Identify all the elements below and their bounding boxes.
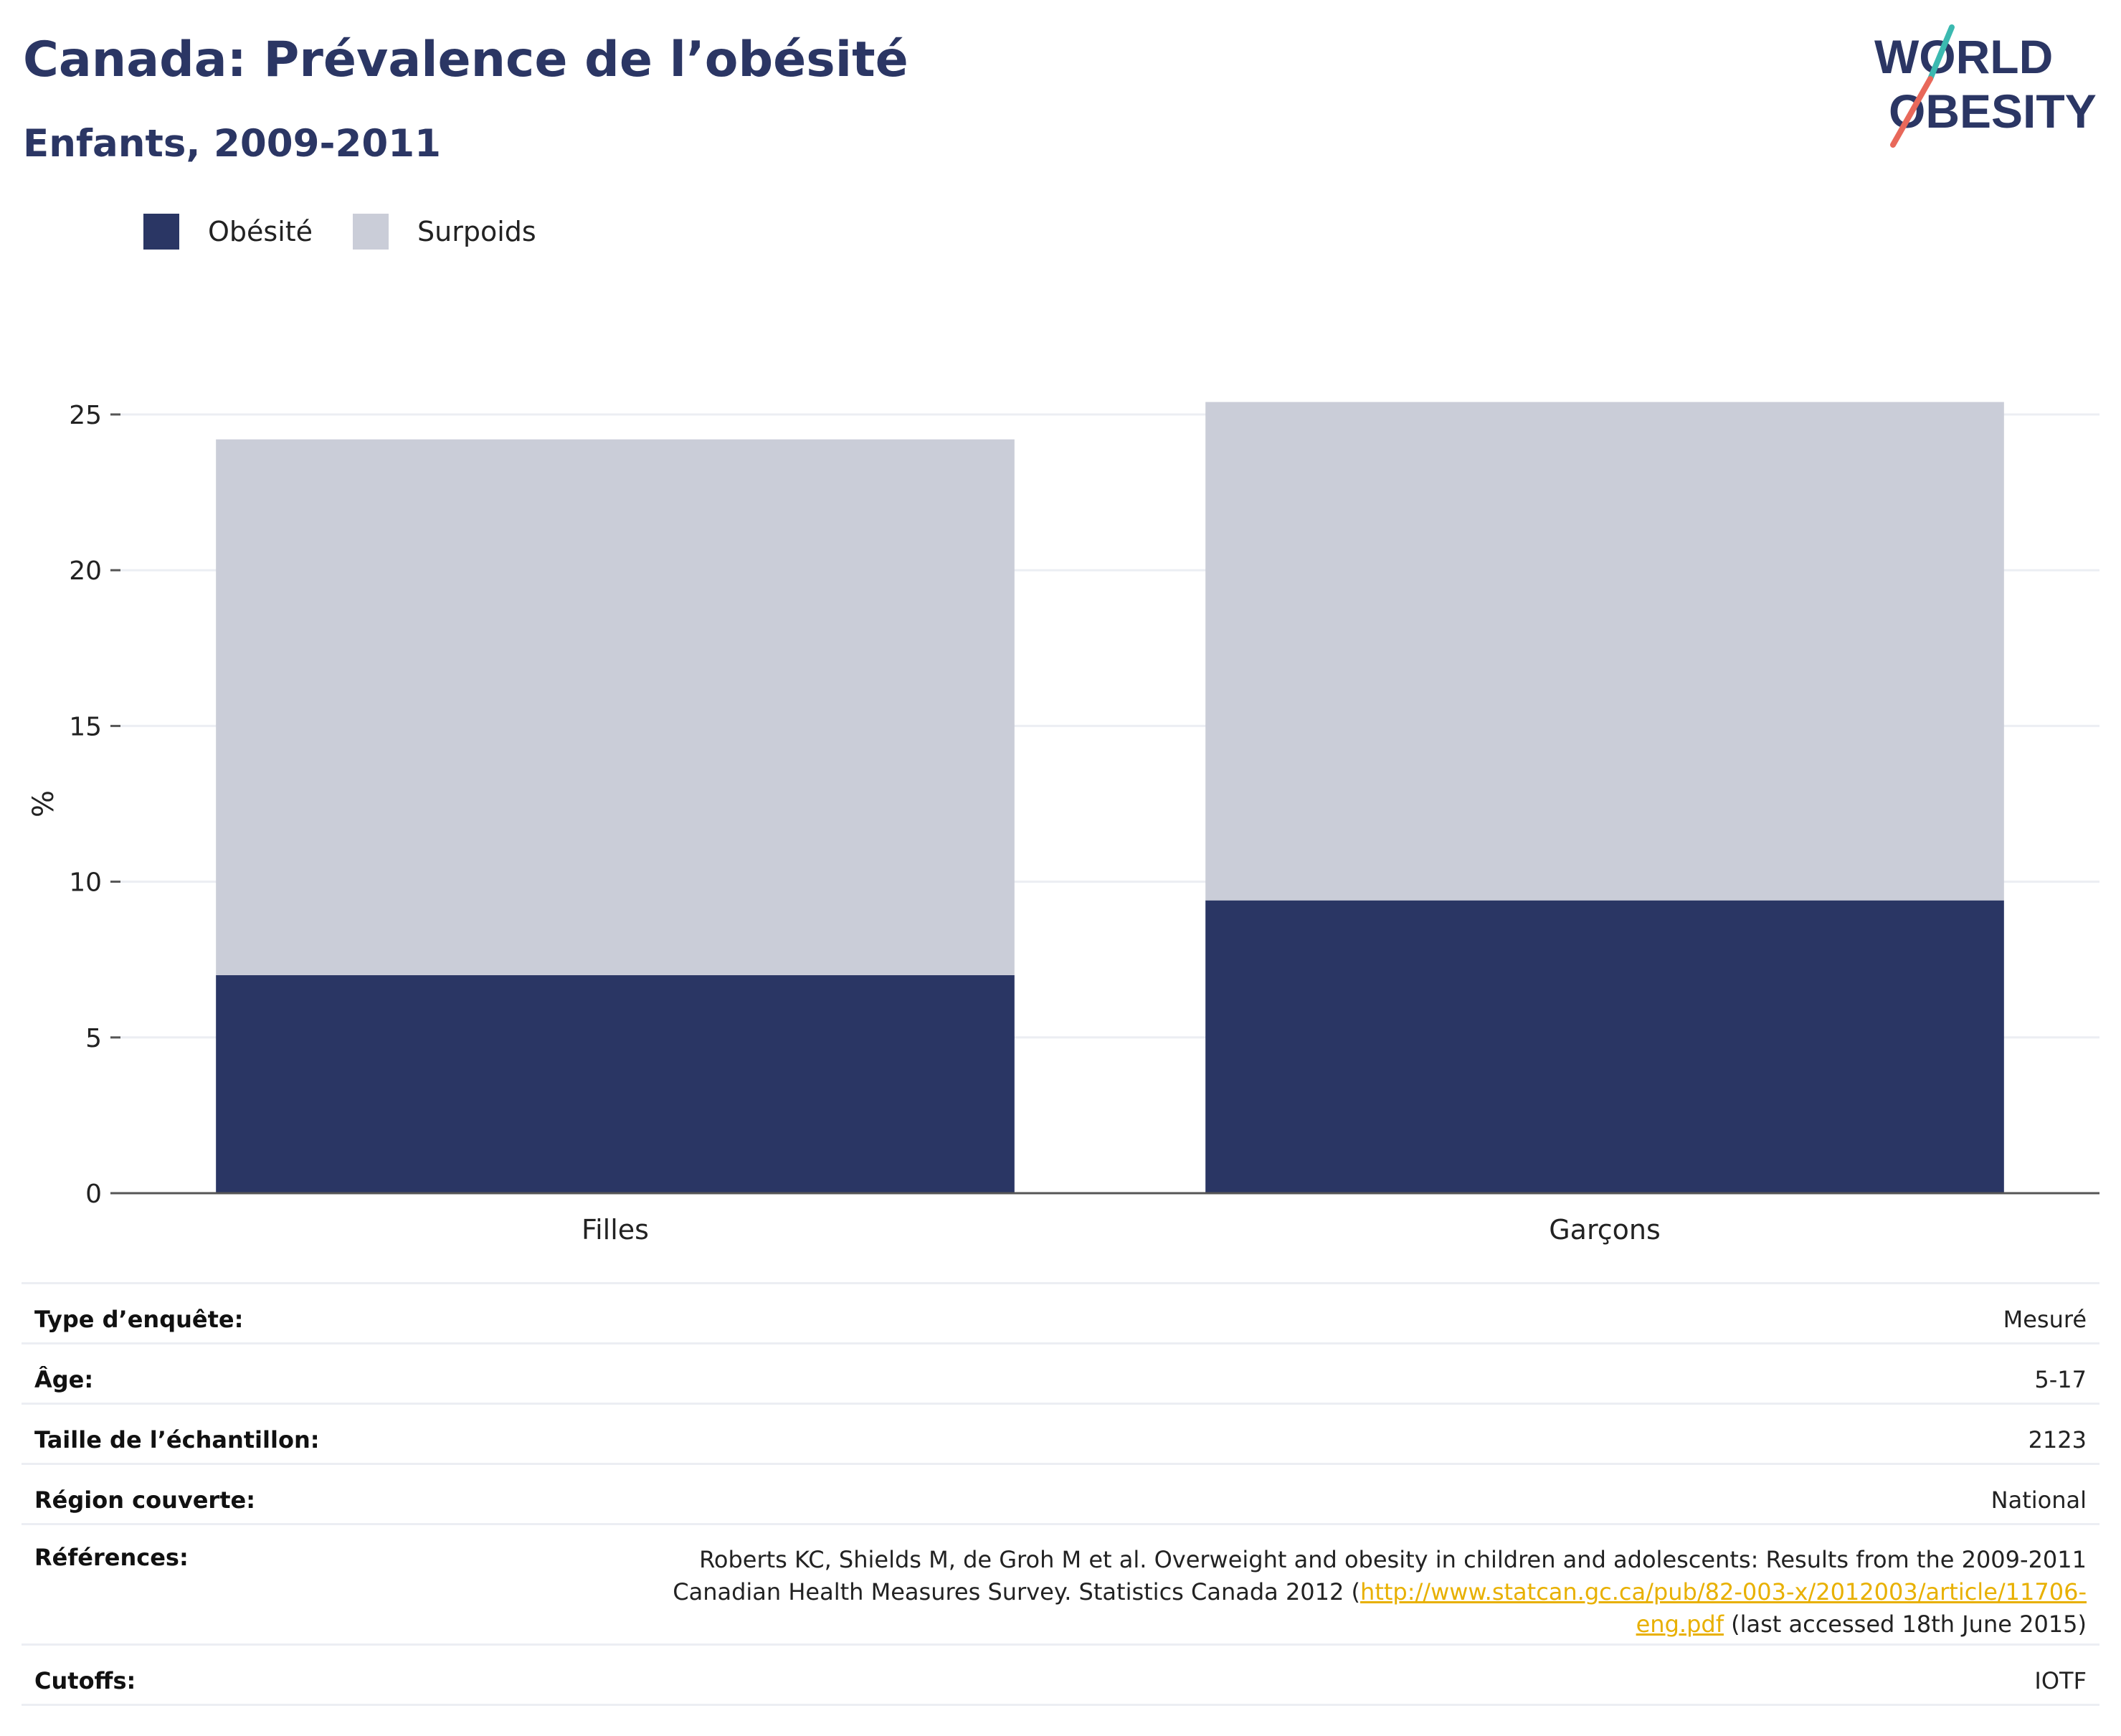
detail-row-cutoffs: Cutoffs: IOTF (22, 1646, 2099, 1706)
detail-row-references: Références: Roberts KC, Shields M, de Gr… (22, 1525, 2099, 1646)
y-axis-label: % (27, 790, 60, 817)
y-tick-label: 0 (85, 1180, 102, 1209)
stacked-bar-chart: 0 5 10 15 20 25% Filles Garçons (27, 401, 2099, 1246)
logo-slash-bottom (1890, 76, 1933, 148)
references-label: Références: (34, 1544, 189, 1571)
cutoffs-label: Cutoffs: (34, 1667, 136, 1694)
references-value: Roberts KC, Shields M, de Groh M et al. … (624, 1544, 2087, 1641)
x-tick-label: Garçons (1549, 1214, 1661, 1246)
references-text-after: (last accessed 18th June 2015) (1723, 1611, 2087, 1638)
legend-item-obesite[interactable]: Obésité (143, 214, 313, 250)
chart-legend: Obésité Surpoids (143, 214, 576, 250)
world-obesity-logo: WORLD OBESITY (1874, 24, 2097, 148)
y-tick-label: 10 (69, 868, 102, 898)
legend-label-obesite: Obésité (208, 216, 313, 247)
detail-value: Mesuré (2003, 1306, 2087, 1333)
detail-label: Âge: (34, 1366, 94, 1393)
detail-row-region: Région couverte: National (22, 1465, 2099, 1525)
bar-obesite-garcons (1205, 900, 2004, 1193)
legend-item-surpoids[interactable]: Surpoids (353, 214, 536, 250)
detail-label: Taille de l’échantillon: (34, 1426, 320, 1453)
logo-slash-top (1927, 24, 1955, 82)
references-link[interactable]: http://www.statcan.gc.ca/pub/82-003-x/20… (1360, 1578, 2087, 1638)
detail-label: Région couverte: (34, 1486, 255, 1514)
chart-title: Canada: Prévalence de l’obésité (23, 32, 908, 88)
bar-obesite-filles (216, 974, 1015, 1193)
y-tick-label: 5 (85, 1024, 102, 1053)
detail-value: 2123 (2028, 1426, 2087, 1453)
x-tick-label: Filles (582, 1214, 649, 1246)
legend-swatch-surpoids (353, 214, 389, 250)
detail-row-age: Âge: 5-17 (22, 1344, 2099, 1405)
survey-details-table: Type d’enquête: Mesuré Âge: 5-17 Taille … (22, 1282, 2099, 1706)
detail-value: National (1990, 1486, 2087, 1514)
legend-swatch-obesite (143, 214, 179, 250)
bar-surpoids-filles (216, 439, 1015, 975)
references-text: Roberts KC, Shields M, de Groh M et al. … (673, 1546, 2087, 1605)
y-tick-label: 15 (69, 712, 102, 741)
detail-label: Type d’enquête: (34, 1306, 244, 1333)
detail-value: 5-17 (2034, 1366, 2087, 1393)
y-tick-label: 20 (69, 556, 102, 586)
bar-surpoids-garcons (1205, 402, 2004, 901)
chart-subtitle: Enfants, 2009-2011 (23, 122, 441, 166)
y-tick-label: 25 (69, 401, 102, 430)
detail-row-survey-type: Type d’enquête: Mesuré (22, 1284, 2099, 1344)
detail-row-sample-size: Taille de l’échantillon: 2123 (22, 1405, 2099, 1465)
legend-label-surpoids: Surpoids (417, 216, 536, 247)
logo-word-world: WORLD (1874, 30, 2053, 83)
cutoffs-value: IOTF (2034, 1667, 2087, 1694)
